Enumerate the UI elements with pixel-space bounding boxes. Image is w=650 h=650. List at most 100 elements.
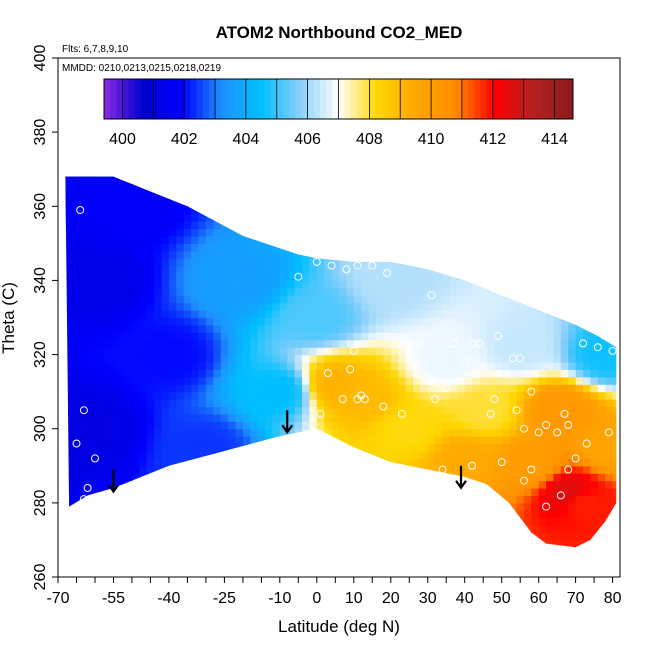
field-cell (146, 376, 155, 385)
field-cell (146, 517, 155, 526)
field-cell (139, 391, 148, 400)
field-cell (398, 451, 407, 459)
field-cell (309, 354, 318, 363)
field-cell (161, 235, 170, 244)
field-cell (538, 510, 547, 519)
field-cell (213, 213, 222, 222)
field-cell (568, 339, 577, 348)
field-cell (457, 258, 466, 267)
field-cell (612, 295, 617, 304)
field-cell (257, 443, 266, 452)
field-cell (72, 495, 81, 504)
field-cell (95, 391, 103, 400)
field-cell (597, 324, 606, 333)
field-cell (302, 376, 310, 385)
field-cell (324, 354, 333, 363)
field-cell (494, 287, 503, 296)
field-cell (139, 443, 148, 452)
field-cell (183, 317, 192, 326)
field-cell (479, 495, 488, 504)
field-cell (324, 302, 333, 311)
field-cell (523, 280, 532, 289)
field-cell (523, 510, 532, 519)
field-cell (612, 473, 617, 482)
field-cell (383, 339, 392, 348)
field-cell (65, 436, 74, 445)
field-cell (464, 287, 473, 296)
field-cell (176, 399, 185, 408)
field-cell (257, 347, 266, 356)
field-cell (168, 451, 177, 459)
field-cell (183, 480, 192, 489)
field-cell (597, 354, 606, 363)
field-cell (361, 324, 370, 333)
field-cell (213, 287, 222, 296)
field-cell (472, 362, 481, 370)
field-cell (405, 413, 414, 422)
colorbar-swatch (523, 79, 531, 119)
field-cell (228, 436, 237, 445)
field-cell (257, 480, 266, 489)
field-cell (220, 421, 229, 430)
observation-point (79, 406, 88, 415)
field-cell (494, 221, 503, 230)
field-cell (294, 502, 303, 511)
field-cell (427, 421, 436, 430)
field-cell (117, 458, 126, 467)
field-cell (154, 488, 163, 496)
field-cell (198, 347, 207, 356)
field-cell (368, 302, 377, 311)
field-cell (198, 243, 207, 252)
field-cell (568, 399, 577, 408)
field-cell (235, 451, 244, 459)
field-cell (546, 317, 555, 326)
field-cell (583, 184, 591, 192)
field-cell (546, 451, 555, 459)
field-cell (523, 310, 532, 319)
observation-point (72, 439, 81, 448)
field-cell (117, 532, 126, 541)
field-cell (546, 473, 555, 482)
field-cell (331, 539, 340, 548)
field-cell (376, 347, 384, 356)
field-cell (383, 465, 392, 474)
colorbar-swatch (437, 79, 444, 119)
field-cell (331, 384, 340, 393)
field-cell (575, 176, 584, 178)
field-cell (612, 221, 617, 230)
field-cell (168, 310, 177, 319)
field-cell (502, 547, 510, 555)
field-cell (531, 228, 540, 237)
field-cell (272, 295, 281, 304)
field-cell (509, 243, 518, 252)
field-cell (568, 228, 577, 237)
field-cell (390, 258, 399, 267)
field-cell (168, 443, 177, 452)
field-cell (516, 176, 525, 185)
field-cell (235, 339, 244, 348)
field-cell (361, 184, 370, 192)
field-cell (331, 339, 340, 348)
field-cell (361, 376, 370, 385)
observation-point (604, 428, 613, 437)
field-cell (272, 510, 281, 519)
field-cell (509, 221, 518, 230)
field-cell (449, 273, 458, 281)
field-cell (398, 443, 407, 452)
field-cell (161, 376, 170, 385)
field-cell (457, 502, 466, 511)
field-cell (117, 376, 126, 385)
field-cell (412, 510, 421, 519)
field-cell (479, 176, 488, 185)
field-cell (191, 339, 200, 348)
field-cell (612, 376, 617, 385)
field-cell (560, 280, 569, 289)
colorbar-swatch (400, 79, 407, 119)
field-cell (176, 198, 185, 207)
field-cell (316, 213, 325, 222)
field-cell (583, 176, 591, 185)
field-cell (161, 436, 170, 445)
field-cell (146, 287, 155, 296)
field-cell (590, 488, 599, 496)
field-cell (442, 310, 451, 319)
